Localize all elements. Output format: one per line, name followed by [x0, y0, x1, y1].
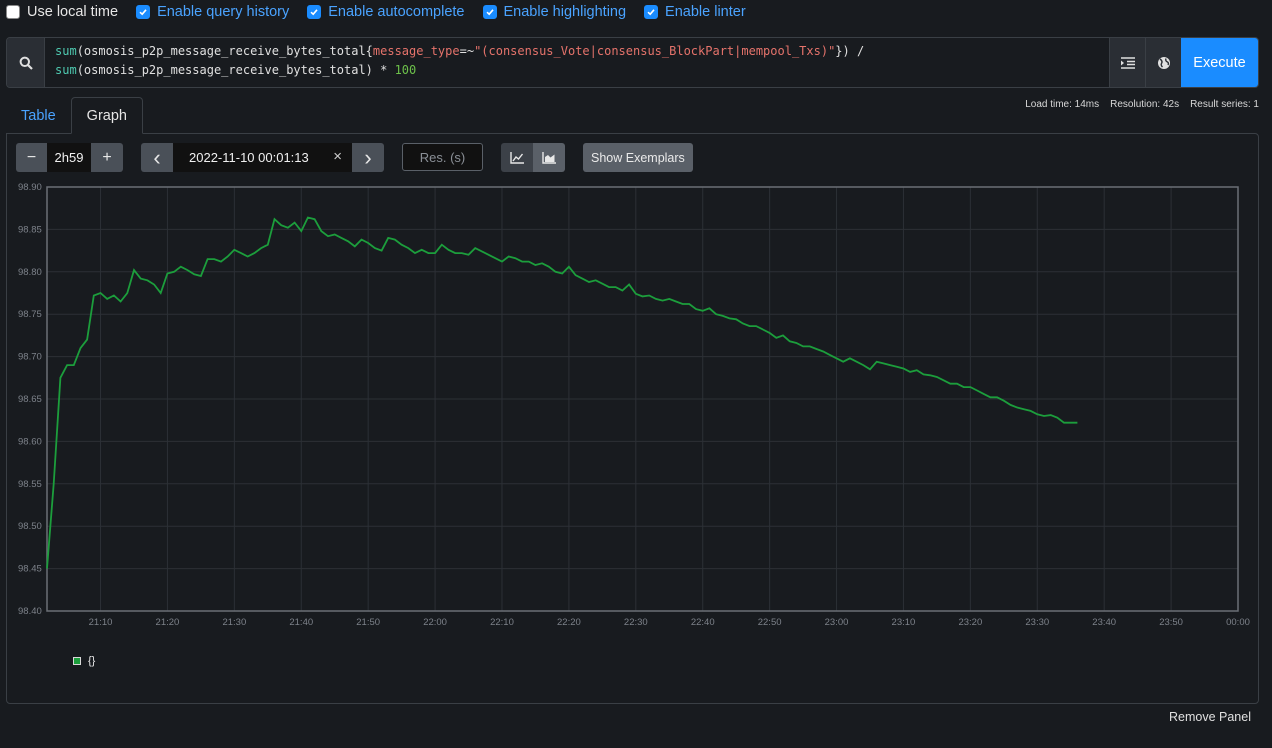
- option-linter[interactable]: Enable linter: [644, 4, 746, 20]
- legend: {}: [73, 655, 95, 667]
- format-expression-icon[interactable]: [1109, 38, 1145, 87]
- plot-frame: [46, 186, 1239, 612]
- resolution-input[interactable]: Res. (s): [402, 143, 483, 171]
- show-exemplars-button[interactable]: Show Exemplars: [583, 143, 693, 172]
- x-axis-ticks: 21:10 21:20 21:30 21:40 21:50 22:00 22:10 22:20…: [89, 617, 1250, 628]
- query-label-value: "(consensus_Vote|consensus_BlockPart|mem…: [474, 44, 836, 58]
- search-icon: [7, 38, 45, 87]
- remove-panel-button[interactable]: Remove Panel: [1169, 710, 1251, 724]
- linter-checkbox[interactable]: [644, 5, 659, 19]
- x-tick-label: 23:20: [958, 617, 982, 628]
- x-tick-label: 23:00: [825, 617, 849, 628]
- execute-button[interactable]: Execute: [1181, 38, 1258, 87]
- x-tick-label: 22:50: [758, 617, 782, 628]
- x-tick-label: 00:00: [1226, 617, 1250, 628]
- query-number: 100: [394, 63, 417, 77]
- x-tick-label: 21:10: [89, 617, 113, 628]
- x-tick-label: 21:20: [156, 617, 180, 628]
- query-close: }) /: [835, 44, 865, 58]
- x-tick-label: 22:00: [423, 617, 447, 628]
- tab-table[interactable]: Table: [21, 107, 56, 124]
- query-stats: Load time: 14ms Resolution: 42s Result s…: [1025, 99, 1259, 110]
- decrease-range-button[interactable]: −: [16, 143, 47, 172]
- option-query-history[interactable]: Enable query history: [136, 4, 289, 20]
- end-time-value: 2022-11-10 00:01:13: [189, 150, 309, 165]
- x-tick-label: 23:10: [892, 617, 916, 628]
- end-time-control: ‹ 2022-11-10 00:01:13 × ›: [141, 143, 384, 172]
- option-label: Enable autocomplete: [328, 4, 465, 20]
- view-tabs: Table Graph: [6, 97, 143, 134]
- line-chart-icon[interactable]: [501, 143, 533, 172]
- query-metric: (osmosis_p2p_message_receive_bytes_total…: [76, 44, 373, 58]
- increase-range-button[interactable]: +: [91, 143, 123, 172]
- x-tick-label: 22:20: [557, 617, 581, 628]
- resolution: Resolution: 42s: [1110, 99, 1180, 110]
- clear-end-time-icon[interactable]: ×: [333, 148, 342, 165]
- graph-controls: − 2h59 + ‹ 2022-11-10 00:01:13 × › Res. …: [16, 143, 693, 172]
- previous-time-button[interactable]: ‹: [141, 143, 173, 172]
- series-line[interactable]: [46, 216, 1078, 569]
- x-tick-label: 23:40: [1092, 617, 1116, 628]
- y-tick-label: 98.50: [18, 521, 42, 532]
- legend-swatch[interactable]: [73, 657, 81, 665]
- y-tick-label: 98.40: [18, 606, 42, 617]
- y-tick-label: 98.45: [18, 564, 42, 575]
- y-tick-label: 98.85: [18, 224, 42, 235]
- option-label: Enable linter: [665, 4, 746, 20]
- x-tick-label: 22:10: [490, 617, 514, 628]
- x-tick-label: 21:50: [356, 617, 380, 628]
- graph-chart[interactable]: 98.90 98.85 98.80 98.75 98.70 98.65 98.60 98.55…: [10, 178, 1250, 630]
- x-tick-label: 22:30: [624, 617, 648, 628]
- option-use-local-time[interactable]: Use local time: [6, 4, 118, 20]
- query-history-checkbox[interactable]: [136, 5, 151, 19]
- option-label: Use local time: [27, 4, 119, 20]
- chart-type-toggle: [501, 143, 565, 172]
- y-tick-label: 98.90: [18, 182, 42, 193]
- query-fn-sum-2: sum: [55, 63, 77, 77]
- load-time: Load time: 14ms: [1025, 99, 1100, 110]
- chart-grid: [47, 186, 1239, 612]
- stacked-chart-icon[interactable]: [533, 143, 565, 172]
- use-local-time-checkbox[interactable]: [6, 5, 20, 19]
- y-tick-label: 98.60: [18, 436, 42, 447]
- autocomplete-checkbox[interactable]: [307, 5, 322, 19]
- y-axis-ticks: 98.90 98.85 98.80 98.75 98.70 98.65 98.60 98.55…: [18, 182, 42, 617]
- expression-input[interactable]: sum(osmosis_p2p_message_receive_bytes_to…: [45, 38, 1109, 87]
- y-tick-label: 98.75: [18, 309, 42, 320]
- result-series: Result series: 1: [1190, 99, 1259, 110]
- metrics-explorer-globe-icon[interactable]: [1145, 38, 1181, 87]
- option-autocomplete[interactable]: Enable autocomplete: [307, 4, 465, 20]
- x-tick-label: 21:40: [289, 617, 313, 628]
- legend-label[interactable]: {}: [88, 655, 96, 667]
- next-time-button[interactable]: ›: [352, 143, 384, 172]
- query-label-op: =~: [459, 44, 475, 58]
- x-tick-label: 21:30: [222, 617, 246, 628]
- y-tick-label: 98.80: [18, 267, 42, 278]
- option-label: Enable query history: [157, 4, 290, 20]
- y-tick-label: 98.65: [18, 394, 42, 405]
- graph-panel: [6, 133, 1259, 704]
- options-row: Use local time Enable query history Enab…: [0, 0, 1272, 24]
- query-fn-sum: sum: [55, 44, 77, 58]
- tab-graph[interactable]: Graph: [70, 97, 143, 134]
- option-label: Enable highlighting: [503, 4, 627, 20]
- query-bar: sum(osmosis_p2p_message_receive_bytes_to…: [6, 37, 1259, 88]
- end-time-input[interactable]: 2022-11-10 00:01:13 ×: [173, 143, 352, 172]
- range-control: − 2h59 +: [16, 143, 123, 172]
- x-tick-label: 23:30: [1025, 617, 1049, 628]
- x-tick-label: 23:50: [1159, 617, 1183, 628]
- option-highlighting[interactable]: Enable highlighting: [482, 4, 627, 20]
- y-tick-label: 98.55: [18, 479, 42, 490]
- range-input[interactable]: 2h59: [47, 143, 91, 172]
- y-tick-label: 98.70: [18, 352, 42, 363]
- query-label-name: message_type: [372, 44, 460, 58]
- query-metric-2: (osmosis_p2p_message_receive_bytes_total…: [76, 63, 395, 77]
- x-tick-label: 22:40: [691, 617, 715, 628]
- highlighting-checkbox[interactable]: [482, 5, 497, 19]
